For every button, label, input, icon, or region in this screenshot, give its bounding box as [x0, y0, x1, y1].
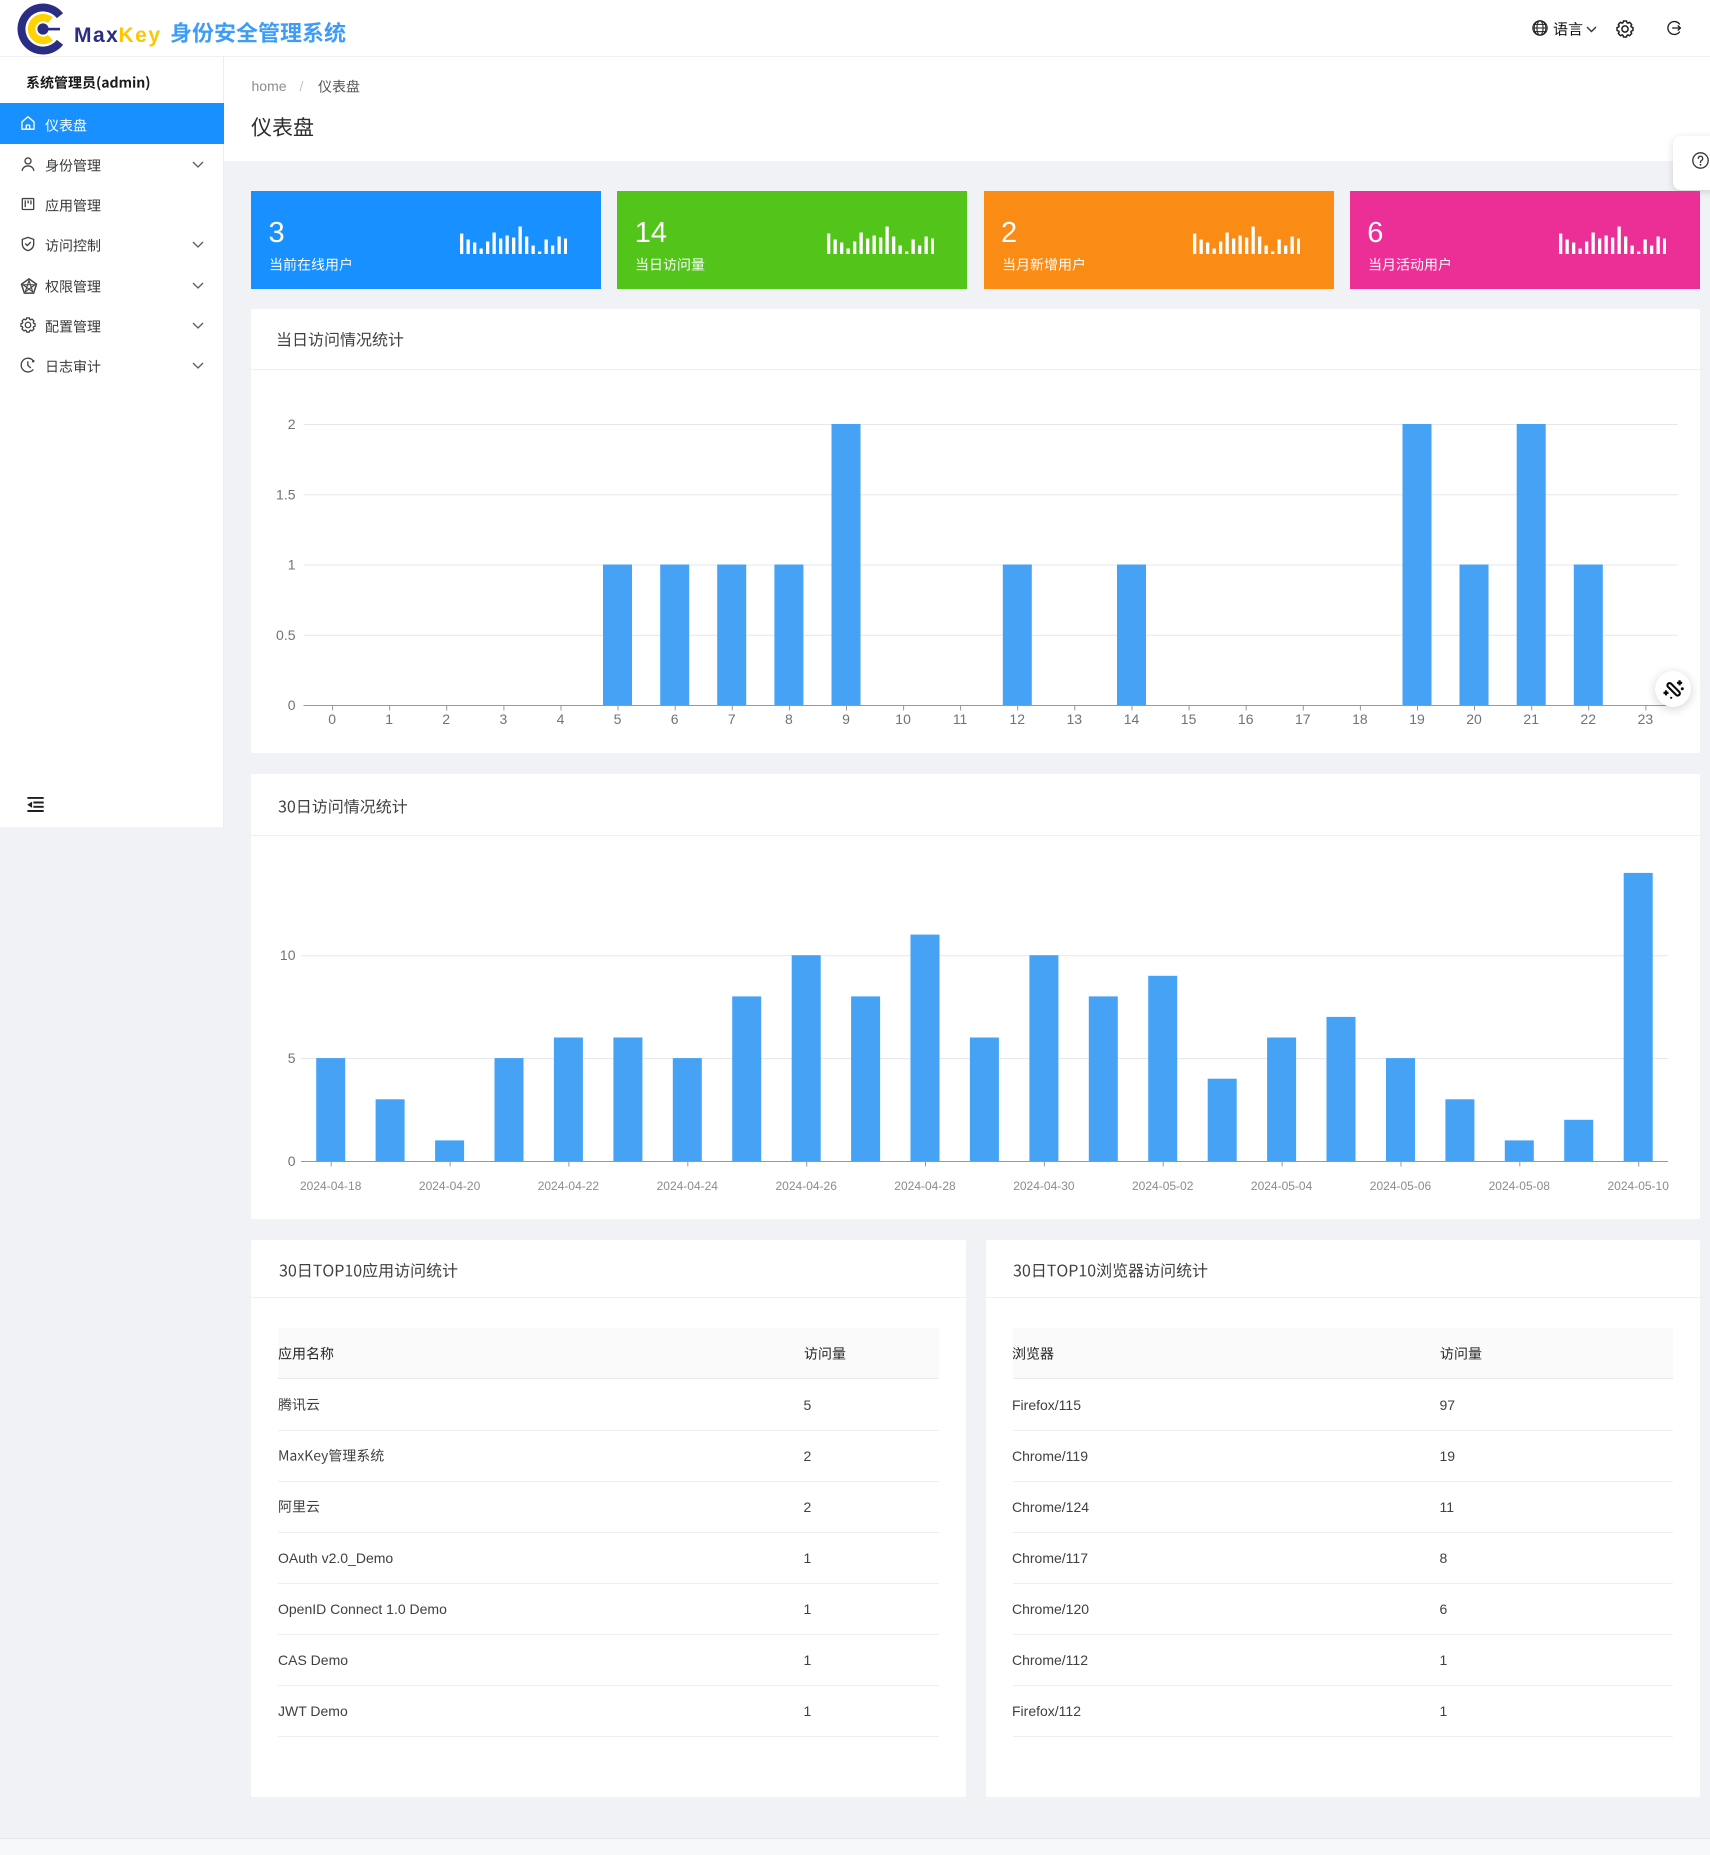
svg-text:4: 4	[557, 711, 565, 727]
svg-text:10: 10	[895, 711, 911, 727]
svg-text:2024-05-08: 2024-05-08	[1489, 1179, 1551, 1193]
svg-text:2024-05-02: 2024-05-02	[1132, 1179, 1194, 1193]
svg-text:2024-04-22: 2024-04-22	[538, 1179, 600, 1193]
svg-text:1.5: 1.5	[276, 486, 296, 502]
svg-text:8: 8	[785, 711, 793, 727]
svg-text:18: 18	[1352, 711, 1368, 727]
svg-text:5: 5	[288, 1050, 296, 1066]
svg-text:3: 3	[500, 711, 508, 727]
svg-text:13: 13	[1067, 711, 1083, 727]
svg-text:2024-04-28: 2024-04-28	[894, 1179, 956, 1193]
svg-text:2024-05-06: 2024-05-06	[1370, 1179, 1432, 1193]
svg-text:2024-04-26: 2024-04-26	[776, 1179, 838, 1193]
svg-text:23: 23	[1638, 711, 1654, 727]
svg-text:17: 17	[1295, 711, 1311, 727]
svg-text:20: 20	[1466, 711, 1482, 727]
svg-text:2024-04-18: 2024-04-18	[300, 1179, 362, 1193]
svg-text:2024-05-10: 2024-05-10	[1608, 1179, 1670, 1193]
svg-text:11: 11	[953, 711, 968, 727]
svg-text:2024-04-20: 2024-04-20	[419, 1179, 481, 1193]
svg-text:9: 9	[842, 711, 850, 727]
svg-text:1: 1	[288, 557, 296, 573]
svg-text:1: 1	[385, 711, 393, 727]
svg-text:7: 7	[728, 711, 736, 727]
svg-text:5: 5	[614, 711, 622, 727]
svg-text:0: 0	[328, 711, 336, 727]
svg-text:2: 2	[442, 711, 450, 727]
svg-text:22: 22	[1580, 711, 1596, 727]
svg-text:16: 16	[1238, 711, 1254, 727]
svg-text:0.5: 0.5	[276, 627, 296, 643]
svg-text:0: 0	[288, 1153, 296, 1169]
svg-text:2024-05-04: 2024-05-04	[1251, 1179, 1313, 1193]
svg-text:2: 2	[288, 416, 296, 432]
svg-text:14: 14	[1124, 711, 1140, 727]
svg-text:6: 6	[671, 711, 679, 727]
svg-text:0: 0	[288, 697, 296, 713]
svg-text:12: 12	[1009, 711, 1025, 727]
svg-text:19: 19	[1409, 711, 1425, 727]
svg-text:2024-04-24: 2024-04-24	[657, 1179, 719, 1193]
svg-text:10: 10	[280, 947, 296, 963]
svg-text:2024-04-30: 2024-04-30	[1013, 1179, 1075, 1193]
svg-text:15: 15	[1181, 711, 1197, 727]
svg-text:21: 21	[1523, 711, 1539, 727]
